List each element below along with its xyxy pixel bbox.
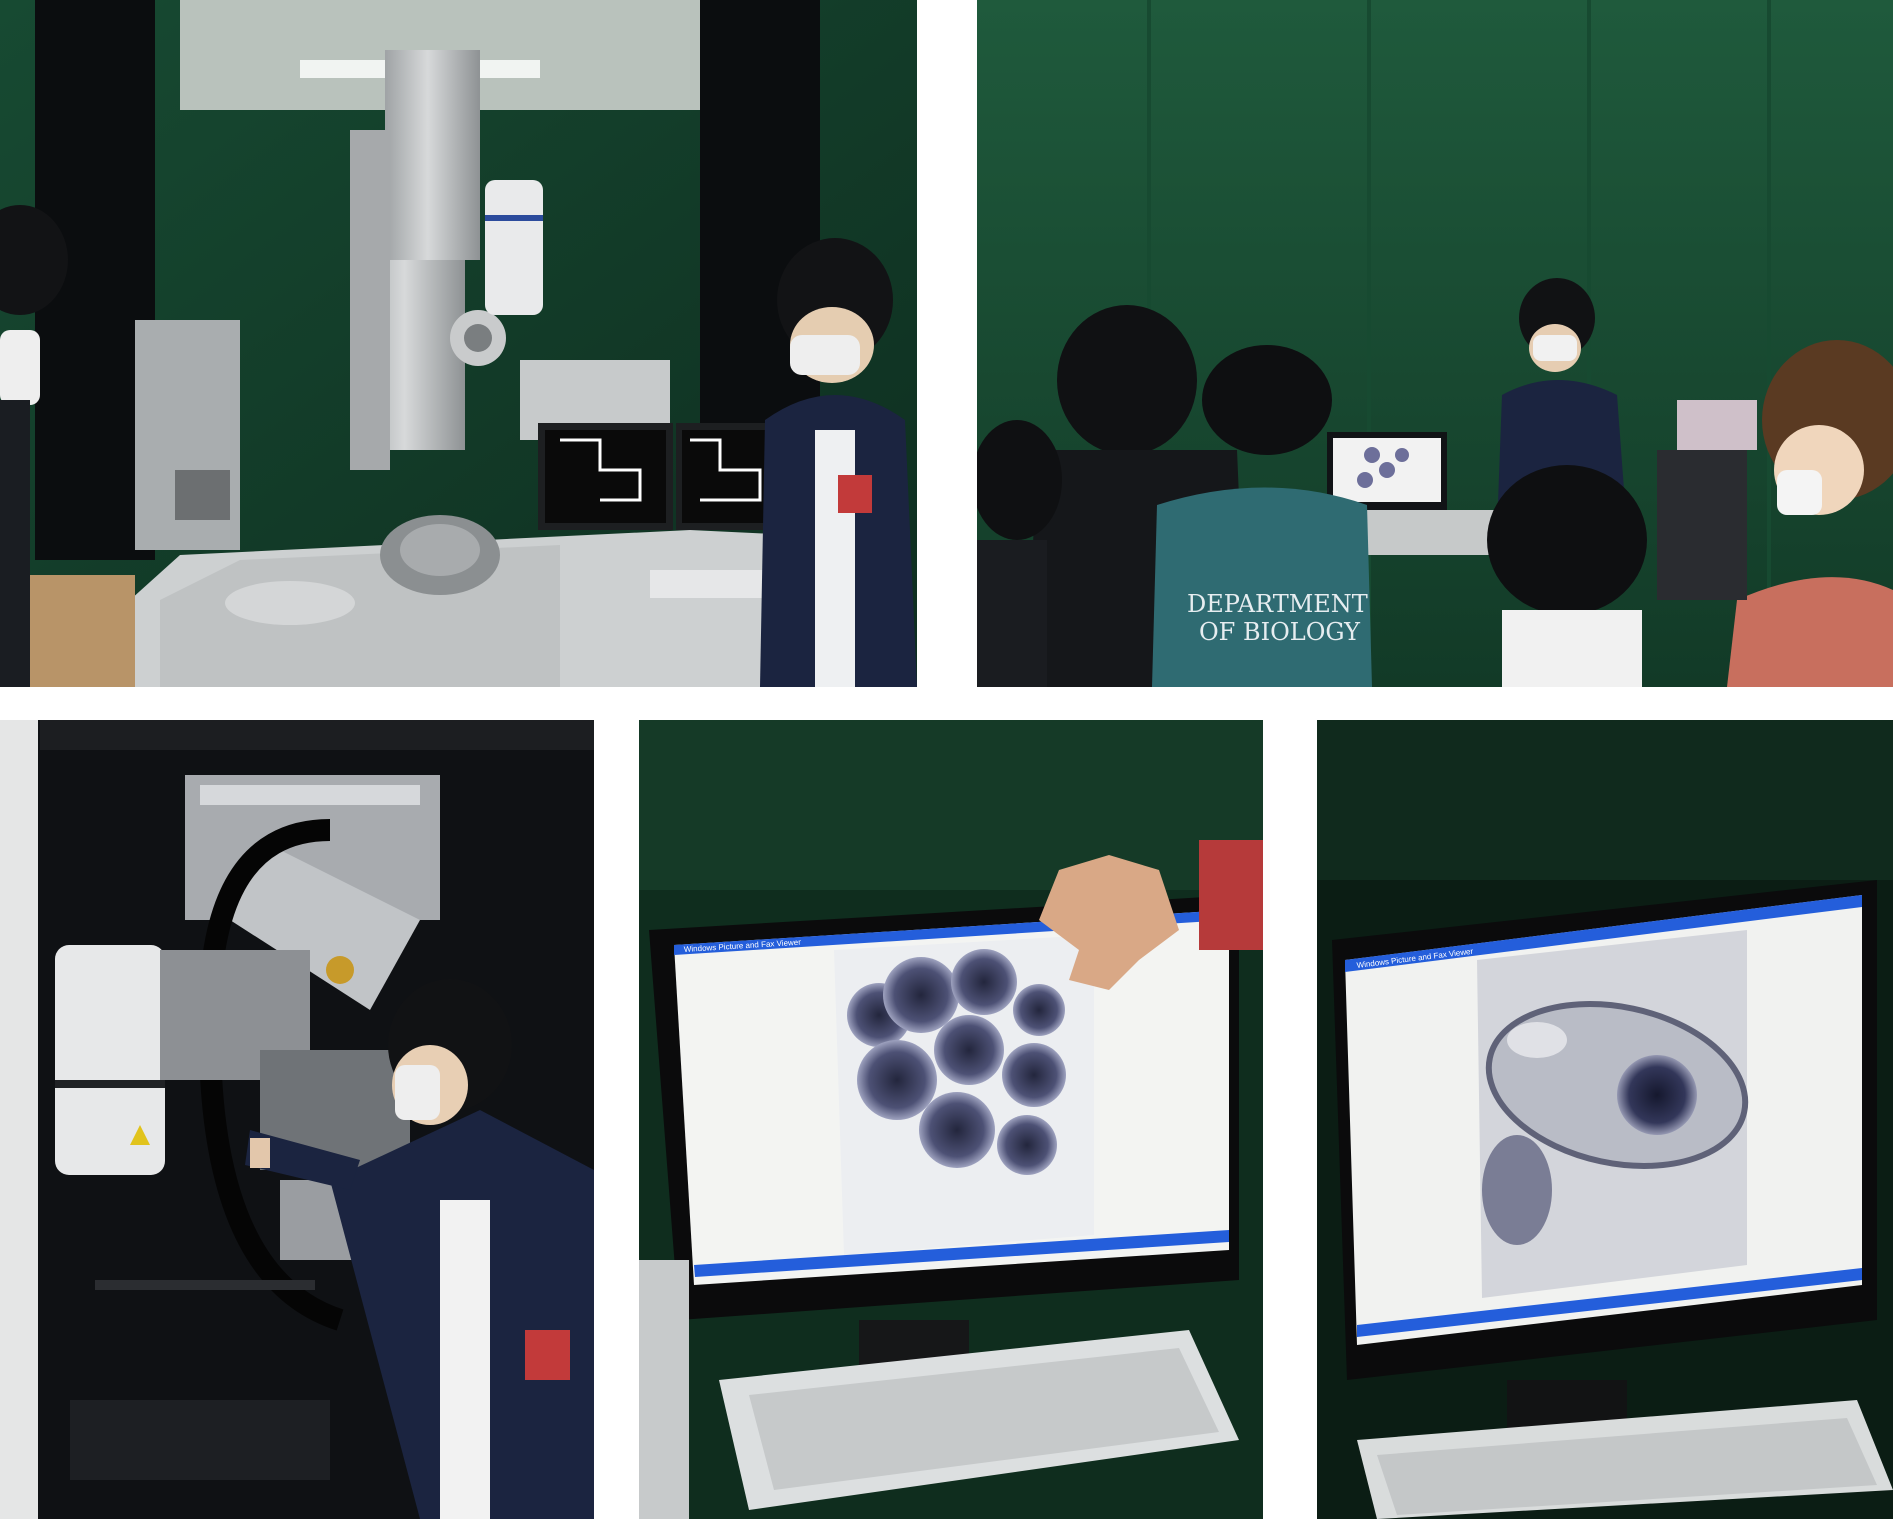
- microscope-lab-photo: [0, 0, 917, 687]
- students-viewing-monitor-photo: DEPARTMENT OF BIOLOGY: [977, 0, 1893, 687]
- shirt-text-department: DEPARTMENT: [1187, 590, 1368, 618]
- monitor-round-cells-photo: Windows Picture and Fax Viewer: [639, 720, 1263, 1519]
- cryo-instrument-photo: [0, 720, 594, 1519]
- shirt-text-biology: OF BIOLOGY: [1199, 618, 1361, 646]
- monitor-bacterium-photo: Windows Picture and Fax Viewer: [1317, 720, 1893, 1519]
